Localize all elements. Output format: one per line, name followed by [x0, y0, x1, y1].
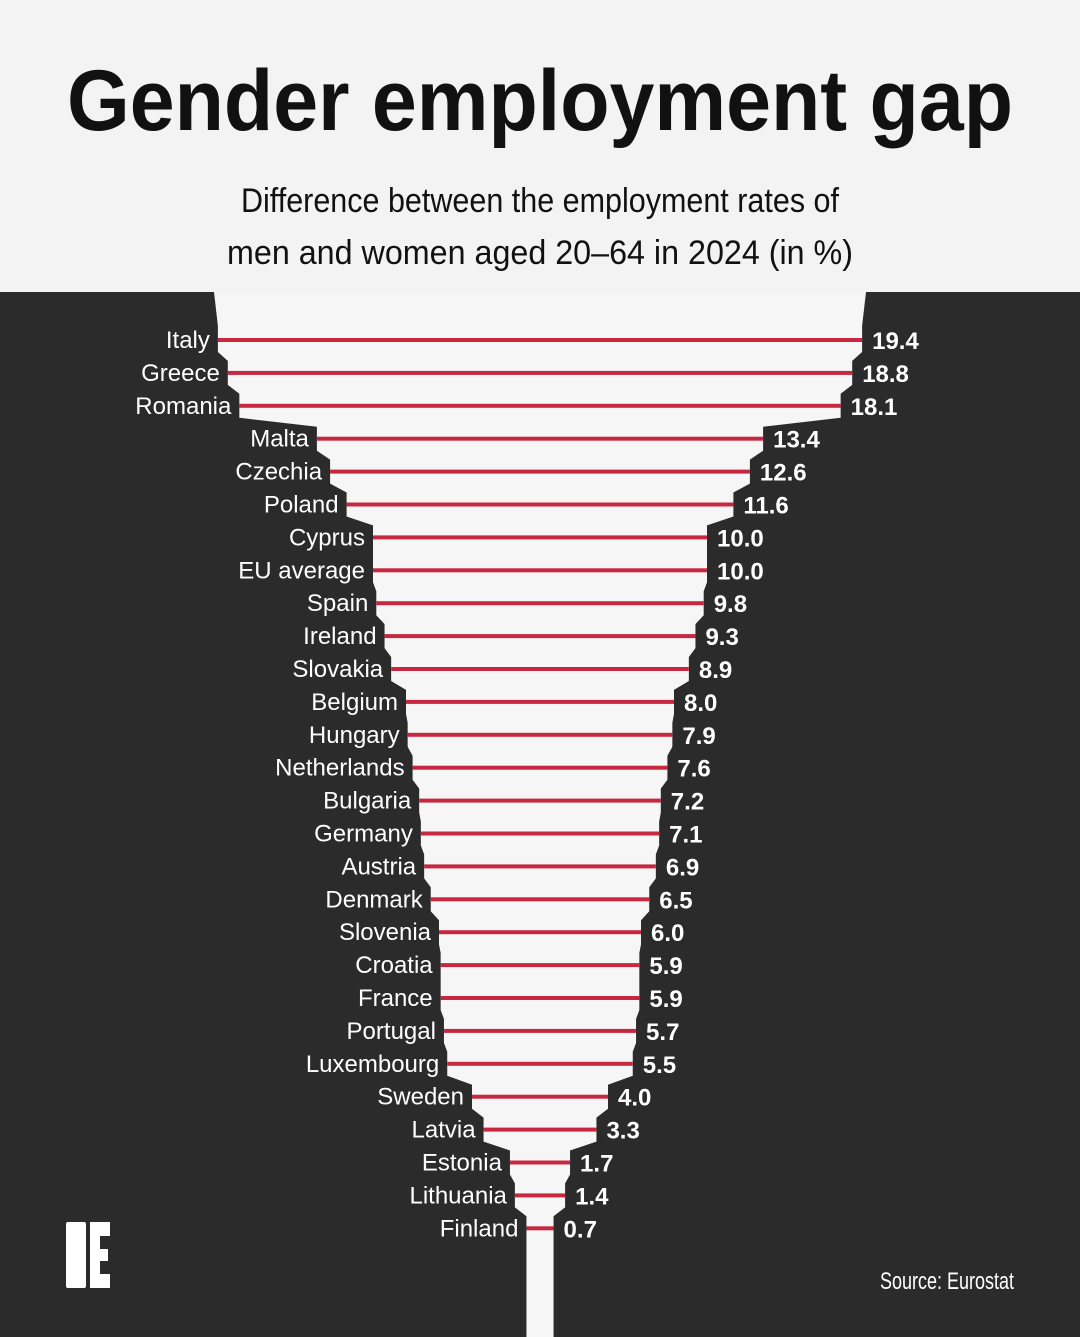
country-label: Netherlands	[275, 755, 404, 782]
country-label: Hungary	[309, 722, 400, 749]
value-label: 1.4	[575, 1183, 609, 1210]
bar	[412, 765, 668, 770]
value-label: 7.2	[671, 789, 704, 816]
value-label: 3.3	[606, 1118, 639, 1145]
country-label: Lithuania	[409, 1182, 507, 1209]
country-label: Romania	[135, 393, 232, 420]
country-label: Germany	[314, 821, 413, 848]
country-label: Sweden	[377, 1084, 464, 1111]
value-label: 9.3	[705, 624, 738, 651]
bar	[443, 1028, 637, 1033]
country-label: Belgium	[311, 689, 398, 716]
country-label: Ireland	[303, 623, 376, 650]
bar	[407, 732, 673, 737]
country-label: Finland	[440, 1215, 519, 1242]
publisher-logo: E	[66, 1222, 110, 1288]
bar	[391, 667, 689, 671]
bar	[217, 338, 863, 342]
bar	[424, 864, 656, 869]
chart-title: Gender employment gap	[67, 53, 1013, 149]
bar	[509, 1160, 571, 1165]
bar	[526, 1226, 554, 1231]
country-label: Italy	[166, 327, 210, 354]
country-label: Luxembourg	[306, 1051, 439, 1078]
country-label: Malta	[250, 426, 309, 453]
value-label: 5.7	[646, 1019, 679, 1046]
country-label: Poland	[264, 492, 339, 519]
value-label: 6.9	[666, 854, 699, 881]
chart-subtitle-line-1: Difference between the employment rates …	[241, 182, 839, 220]
country-label: EU average	[238, 557, 365, 584]
value-label: 10.0	[717, 525, 764, 552]
country-label: Spain	[307, 590, 368, 617]
value-label: 9.8	[714, 591, 747, 618]
value-label: 1.7	[580, 1151, 613, 1178]
country-label: Slovakia	[292, 656, 383, 683]
country-label: Greece	[141, 360, 220, 387]
value-label: 7.6	[677, 756, 710, 783]
value-label: 10.0	[717, 558, 764, 585]
bar	[227, 370, 853, 375]
country-label: Czechia	[235, 459, 322, 486]
value-label: 0.7	[564, 1216, 597, 1243]
value-label: 12.6	[760, 460, 807, 487]
value-label: 18.1	[851, 394, 898, 421]
bar	[439, 930, 641, 935]
logo-left-block	[66, 1222, 86, 1288]
logo-right-shape	[90, 1222, 110, 1288]
value-label: 19.4	[872, 328, 919, 355]
bar	[406, 699, 674, 704]
country-label: Bulgaria	[323, 788, 412, 815]
bar	[472, 1094, 608, 1099]
country-label: France	[358, 985, 433, 1012]
value-label: 11.6	[743, 493, 788, 520]
bar	[430, 897, 650, 902]
funnel-shape	[214, 292, 866, 1337]
value-label: 8.9	[699, 657, 732, 684]
value-label: 4.0	[618, 1085, 651, 1112]
bar	[346, 502, 734, 507]
value-label: 6.5	[659, 887, 692, 914]
bar	[330, 469, 750, 474]
bar	[514, 1193, 566, 1198]
value-label: 5.5	[643, 1052, 676, 1079]
country-label: Croatia	[355, 952, 433, 979]
value-label: 7.1	[669, 822, 702, 849]
bar	[384, 634, 696, 639]
country-label: Latvia	[412, 1117, 477, 1144]
country-label: Austria	[341, 853, 416, 880]
bar	[239, 403, 841, 408]
bar	[420, 831, 660, 836]
bar	[373, 535, 707, 540]
bar	[376, 601, 704, 606]
value-label: 6.0	[651, 920, 684, 947]
value-label: 5.9	[649, 986, 682, 1013]
value-label: 18.8	[862, 361, 909, 388]
source-note: Source: Eurostat	[880, 1268, 1014, 1295]
bar	[447, 1061, 633, 1066]
bars-group	[217, 338, 863, 1231]
value-label: 7.9	[682, 723, 715, 750]
bar	[440, 963, 640, 968]
bar	[483, 1127, 597, 1132]
bar	[316, 436, 764, 441]
country-label: Portugal	[347, 1018, 436, 1045]
bar	[373, 568, 707, 573]
value-labels-group: 19.4 18.8 18.1 13.4 12.6 11.6 10.0 10.0 9.8 9.3 8.…	[564, 328, 920, 1243]
value-label: 13.4	[773, 427, 820, 454]
country-label: Estonia	[422, 1150, 503, 1177]
country-labels-group: Italy Greece Romania Malta Czechia Poland Cypr…	[135, 327, 518, 1242]
bar	[440, 996, 640, 1000]
bar	[419, 798, 661, 803]
country-label: Cyprus	[289, 524, 365, 551]
chart-subtitle-line-2: men and women aged 20–64 in 2024 (in %)	[227, 234, 853, 272]
country-label: Denmark	[325, 886, 423, 913]
country-label: Slovenia	[339, 919, 432, 946]
value-label: 5.9	[649, 953, 682, 980]
value-label: 8.0	[684, 690, 717, 717]
